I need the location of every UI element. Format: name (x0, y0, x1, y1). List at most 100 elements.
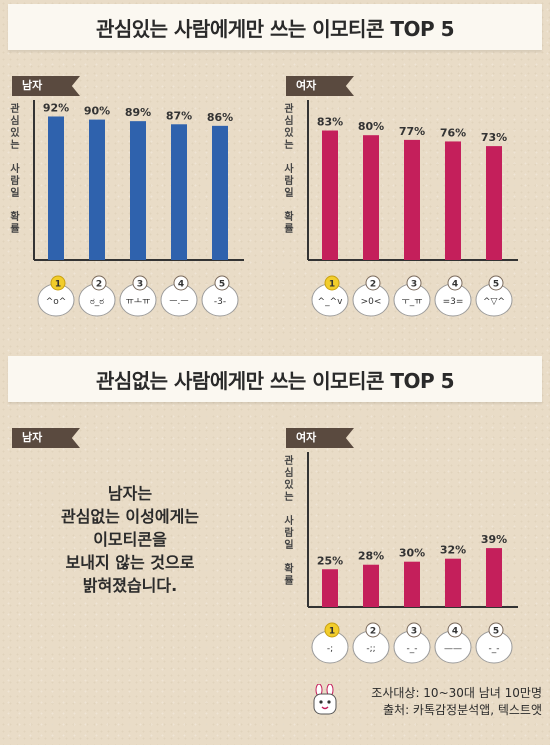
rank-number: 5 (219, 280, 225, 290)
rank-badge (173, 275, 189, 291)
statement-line: 이모티콘을 (93, 530, 167, 549)
rank-badge (488, 275, 504, 291)
emoticon-label: ^▽^ (483, 297, 505, 307)
rank-badge (214, 275, 230, 291)
emoticon-label: ^_^v (318, 297, 344, 307)
rank-number: 1 (329, 280, 335, 290)
y-axis-label-char (8, 152, 22, 164)
y-axis-label-char: 심 (10, 116, 20, 127)
y-axis-label-char (282, 152, 296, 164)
y-axis-label-char: 있 (284, 128, 294, 139)
rank-badge (50, 275, 66, 291)
rank-badge (365, 275, 381, 291)
rank-badge (324, 622, 340, 638)
value-label: 39% (481, 533, 507, 546)
rank-number: 4 (452, 280, 458, 290)
bar (486, 146, 502, 260)
rank-number: 1 (329, 627, 335, 637)
rank-number: 5 (493, 280, 499, 290)
rank-badge (447, 622, 463, 638)
value-label: 90% (84, 105, 110, 118)
y-axis-label-char: 람 (284, 176, 294, 187)
rank-number: 1 (55, 280, 61, 290)
rank-badge (406, 275, 422, 291)
y-axis-label-char: 관 (10, 104, 20, 115)
footer-info: 조사대상: 10~30대 남녀 10만명 출처: 카톡감정분석앱, 텍스트앳 (312, 685, 542, 719)
rank-badge (91, 275, 107, 291)
value-label: 92% (43, 101, 69, 114)
bar-chart-svg: 25% -; 1 28% -;; 2 30% -_- 3 32% —— 4 39% -_- 5 (307, 452, 518, 664)
bar (445, 141, 461, 260)
rank-number: 4 (178, 280, 184, 290)
value-label: 87% (166, 109, 192, 122)
value-label: 73% (481, 131, 507, 144)
y-axis-label-char: 사 (284, 516, 294, 527)
rank-badge (447, 275, 463, 291)
y-axis-label-char: 심 (284, 116, 294, 127)
bar (130, 121, 146, 260)
value-label: 89% (125, 106, 151, 119)
footer-survey: 조사대상: 10~30대 남녀 10만명 (371, 686, 542, 700)
value-label: 77% (399, 125, 425, 138)
section-2-title: 관심없는 사람에게만 쓰는 이모티콘 TOP 5 (8, 356, 542, 402)
y-axis-label-char: 있 (10, 128, 20, 139)
statement-line: 남자는 (107, 484, 153, 503)
y-axis-label-char: 는 (10, 140, 20, 151)
y-axis-label-char: 심 (284, 468, 294, 479)
rank-number: 3 (137, 280, 143, 290)
rank-number: 3 (411, 280, 417, 290)
bar (445, 558, 461, 607)
y-axis-label-char (282, 552, 296, 564)
y-axis-label-char: 관 (284, 456, 294, 467)
y-axis-label-char: 관 (284, 104, 294, 115)
rank-number: 5 (493, 627, 499, 637)
value-label: 83% (317, 116, 343, 129)
bar (363, 564, 379, 607)
statement-line: 보내지 않는 것으로 (65, 553, 195, 572)
y-axis-label-char: 는 (284, 492, 294, 503)
y-axis-label-char: 률 (284, 224, 294, 235)
bar (212, 125, 228, 260)
value-label: 80% (358, 120, 384, 133)
tag-male: 남자 (12, 76, 80, 96)
emoticon-label: —— (444, 644, 462, 654)
y-axis-label-char: 일 (10, 188, 20, 199)
male-statement: 남자는 관심없는 이성에게는 이모티콘을 보내지 않는 것으로 밝혀졌습니다. (20, 482, 240, 597)
y-axis-label-char (282, 200, 296, 212)
emoticon-label: -; (327, 644, 333, 654)
tag-female: 여자 (286, 76, 354, 96)
bar (363, 135, 379, 260)
y-axis-label-char: 사 (284, 164, 294, 175)
bar (404, 561, 420, 607)
value-label: 25% (317, 554, 343, 567)
tag-female: 여자 (286, 428, 354, 448)
bar (171, 124, 187, 260)
y-axis-label-char: 는 (284, 140, 294, 151)
footer-source: 출처: 카톡감정분석앱, 텍스트앳 (382, 703, 542, 717)
emoticon-label: -;; (366, 644, 375, 654)
bar (322, 569, 338, 607)
emoticon-label: -_- (489, 644, 500, 654)
y-axis-label-char: 률 (10, 224, 20, 235)
y-axis-label-char: 확 (284, 212, 294, 223)
bar-chart-svg: 92% ^o^ 1 90% ಠ_ಠ 2 89% ㅠㅗㅠ 3 87% ㅡ.ㅡ 4 86% -3- 5 (33, 100, 244, 317)
rank-badge (365, 622, 381, 638)
y-axis-label-char: 람 (10, 176, 20, 187)
value-label: 30% (399, 547, 425, 560)
value-label: 28% (358, 550, 384, 563)
y-axis-label-char: 일 (284, 540, 294, 551)
y-axis-label-char: 있 (284, 480, 294, 491)
bar (486, 548, 502, 607)
y-axis-label-char: 람 (284, 528, 294, 539)
emoticon-label: ㅜ_ㅠ (401, 297, 422, 307)
y-axis-label-char (282, 504, 296, 516)
y-axis-label-char: 사 (10, 164, 20, 175)
rank-number: 4 (452, 627, 458, 637)
tag-male: 남자 (12, 428, 80, 448)
section-1-title: 관심있는 사람에게만 쓰는 이모티콘 TOP 5 (8, 4, 542, 50)
